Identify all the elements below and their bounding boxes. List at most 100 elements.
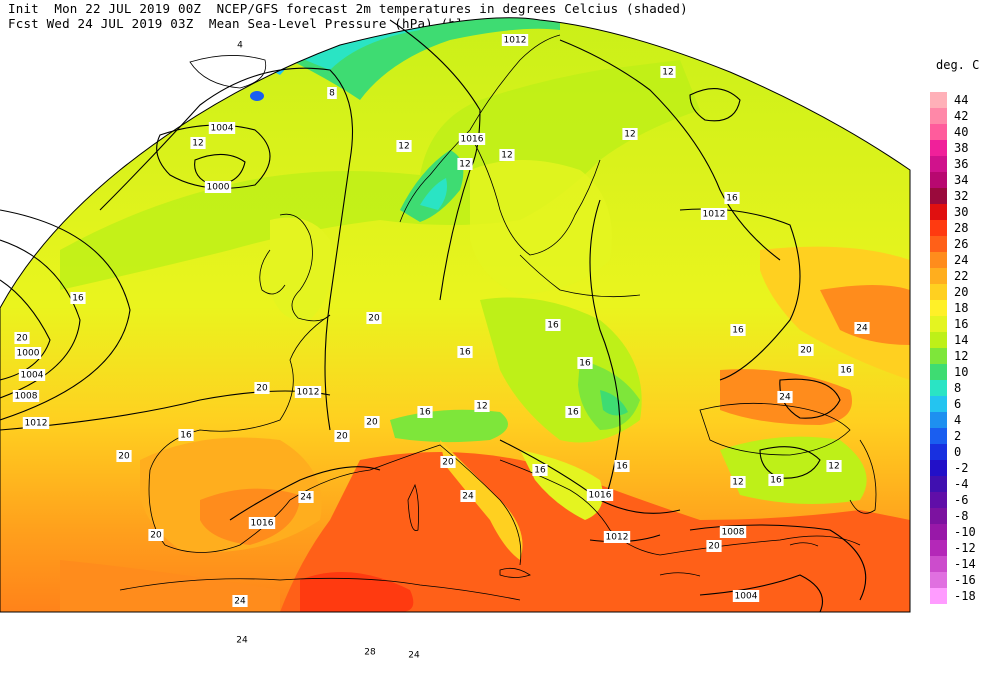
isobar-label: 1008 [15,392,38,402]
temperature-label: 20 [150,531,162,541]
temperature-label-bg [70,292,86,304]
isobar-label-bg [22,417,50,429]
temperature-label: 20 [366,418,378,428]
temperature-label: 28 [364,648,376,658]
temperature-label-bg [327,87,337,99]
legend-label: 38 [954,141,969,155]
legend-item: 0 [928,444,998,460]
isobar-1008-north [99,67,353,431]
temperature-label-bg [838,364,854,376]
temperature-label-bg [116,450,132,462]
legend-item: 32 [928,188,998,204]
temperature-label: 20 [442,458,454,468]
isobar-1000 [194,153,246,186]
temperature-label-bg [730,476,746,488]
legend-item: 10 [928,364,998,380]
temperature-label-bg [854,322,870,334]
legend-item: 14 [928,332,998,348]
legend-item: 16 [928,316,998,332]
temperature-label-bg [235,39,245,51]
legend-item: 40 [928,124,998,140]
isobar-label-bg [12,390,40,402]
isobar-label: 1004 [735,592,758,602]
temperature-label-bg [474,400,490,412]
legend-swatch [930,412,947,428]
legend-swatch [930,556,947,572]
legend-item: 20 [928,284,998,300]
temperature-label-bg [254,382,270,394]
temperature-label: 24 [236,636,248,646]
legend-item: 6 [928,396,998,412]
legend-item: 2 [928,428,998,444]
legend-swatch [930,380,947,396]
temperature-label: 20 [118,452,130,462]
temperature-label: 20 [336,432,348,442]
legend-swatch [930,124,947,140]
temperature-label: 16 [726,194,738,204]
temperature-label: 12 [398,142,409,152]
temperature-label: 16 [419,408,431,418]
legend-swatch [930,300,947,316]
isobar-label: 1000 [17,349,40,359]
temperature-label: 12 [828,462,839,472]
temperature-label-bg [532,464,548,476]
temperature-label: 16 [732,326,744,336]
legend-label: 2 [954,429,962,443]
legend-swatch [930,108,947,124]
legend-label: 36 [954,157,969,171]
legend-swatch [930,364,947,380]
temperature-label: 24 [462,492,474,502]
legend-label: -12 [954,541,976,555]
legend-swatch [930,236,947,252]
legend-swatch [930,316,947,332]
temperature-label: 16 [579,359,591,369]
temperature-label-bg [440,456,456,468]
legend-label: 12 [954,349,969,363]
isobar-label: 1016 [251,519,274,529]
temperature-label-bg [366,312,382,324]
temperature-label: 16 [547,321,559,331]
temperature-label: 16 [72,294,84,304]
isobar-1012-east [559,39,781,261]
temperature-label-bg [417,406,433,418]
isobar-label-bg [248,517,276,529]
isobar-label-bg [603,531,631,543]
temperature-label-bg [406,649,422,661]
legend-label: -10 [954,525,976,539]
temperature-label: 12 [501,151,512,161]
isobar-label-bg [294,386,322,398]
isobar-1012-east-b [679,208,801,381]
legend-label: 24 [954,253,969,267]
temperature-label-bg [178,429,194,441]
legend-swatch [930,524,947,540]
legend-item: -2 [928,460,998,476]
temperature-label-bg [460,490,476,502]
temperature-label-bg [768,474,784,486]
legend-label: 0 [954,445,962,459]
legend-item: -16 [928,572,998,588]
temperature-label: 24 [779,393,791,403]
legend-swatch [930,348,947,364]
legend-swatch [930,92,947,108]
temperature-label: 20 [800,346,812,356]
legend-item: 22 [928,268,998,284]
legend-item: -6 [928,492,998,508]
isobar-label: 1012 [297,388,320,398]
legend-label: 44 [954,93,969,107]
isobar-1008-west [0,209,131,421]
legend-swatch [930,588,947,604]
legend-swatch [930,220,947,236]
temperature-label-bg [499,149,515,161]
legend-label: 26 [954,237,969,251]
legend-item: -4 [928,476,998,492]
legend-swatch [930,540,947,556]
temperature-label-bg [565,406,581,418]
legend-swatch [930,492,947,508]
legend-item: -10 [928,524,998,540]
isobar-labels: 1012 1004 1000 1016 1012 1000 1004 1008 1012 1012… [12,34,760,602]
temperature-label: 24 [856,324,868,334]
temperature-label: 12 [459,160,470,170]
isobar-label: 1016 [589,491,612,501]
